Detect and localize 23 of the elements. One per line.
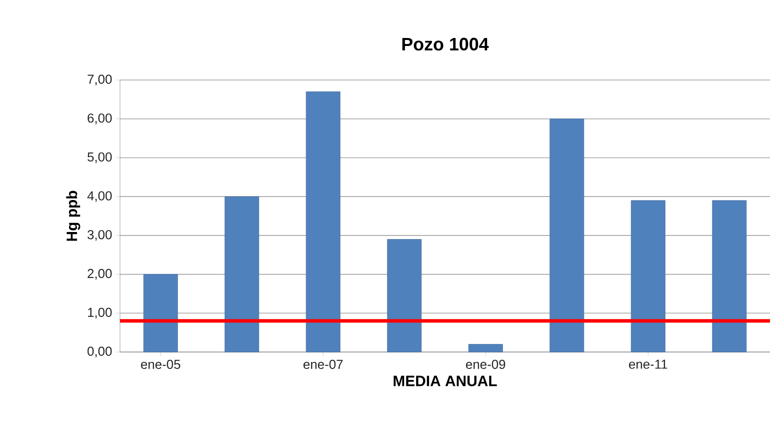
- y-axis-title: Hg ppb: [66, 190, 80, 241]
- y-tick-label: 2,00: [88, 268, 112, 280]
- y-tick-label: 1,00: [88, 308, 112, 318]
- bar: [387, 239, 422, 352]
- x-axis-title: MEDIA ANUAL: [394, 376, 497, 386]
- x-tick-label: ene-05: [141, 360, 180, 369]
- x-tick-label: ene-09: [466, 360, 506, 369]
- chart-title: Pozo 1004: [402, 38, 489, 51]
- bar: [224, 196, 260, 352]
- y-tick-label: 7,00: [88, 74, 112, 86]
- bar: [306, 91, 340, 352]
- y-tick-label: 0,00: [88, 346, 112, 358]
- bar: [468, 344, 503, 352]
- y-tick-label: 3,00: [88, 230, 112, 241]
- y-tick-label: 5,00: [88, 152, 112, 164]
- bar: [712, 200, 747, 352]
- y-tick-label: 4,00: [87, 191, 112, 202]
- x-tick-label: ene-07: [304, 360, 343, 369]
- x-tick-label: ene-11: [628, 360, 668, 369]
- bar: [550, 118, 584, 352]
- bar: [630, 200, 666, 352]
- y-tick-label: 6,00: [88, 114, 112, 124]
- bar: [143, 274, 178, 352]
